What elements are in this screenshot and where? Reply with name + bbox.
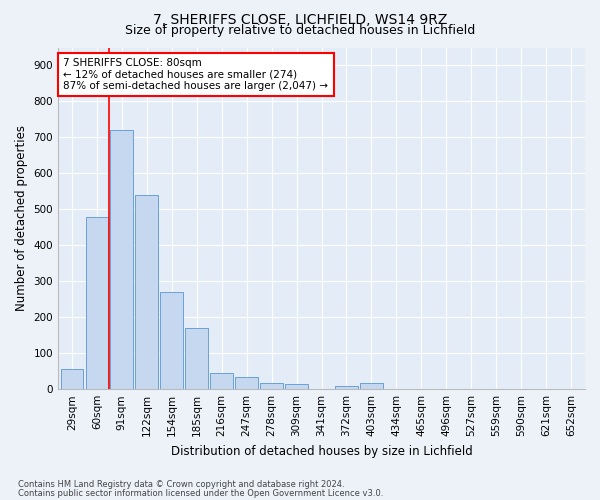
- Bar: [260, 382, 283, 389]
- Bar: [235, 378, 258, 389]
- Bar: [360, 383, 383, 389]
- Bar: [185, 328, 208, 389]
- Bar: [136, 195, 158, 389]
- Bar: [160, 292, 183, 389]
- Bar: [61, 368, 83, 389]
- Bar: [86, 216, 108, 389]
- Bar: [110, 130, 133, 389]
- Bar: [211, 372, 233, 389]
- Y-axis label: Number of detached properties: Number of detached properties: [15, 126, 28, 312]
- Text: Contains public sector information licensed under the Open Government Licence v3: Contains public sector information licen…: [18, 489, 383, 498]
- X-axis label: Distribution of detached houses by size in Lichfield: Distribution of detached houses by size …: [170, 444, 472, 458]
- Bar: [335, 386, 358, 389]
- Text: 7 SHERIFFS CLOSE: 80sqm
← 12% of detached houses are smaller (274)
87% of semi-d: 7 SHERIFFS CLOSE: 80sqm ← 12% of detache…: [64, 58, 328, 91]
- Text: Size of property relative to detached houses in Lichfield: Size of property relative to detached ho…: [125, 24, 475, 37]
- Text: 7, SHERIFFS CLOSE, LICHFIELD, WS14 9RZ: 7, SHERIFFS CLOSE, LICHFIELD, WS14 9RZ: [153, 12, 447, 26]
- Text: Contains HM Land Registry data © Crown copyright and database right 2024.: Contains HM Land Registry data © Crown c…: [18, 480, 344, 489]
- Bar: [286, 384, 308, 389]
